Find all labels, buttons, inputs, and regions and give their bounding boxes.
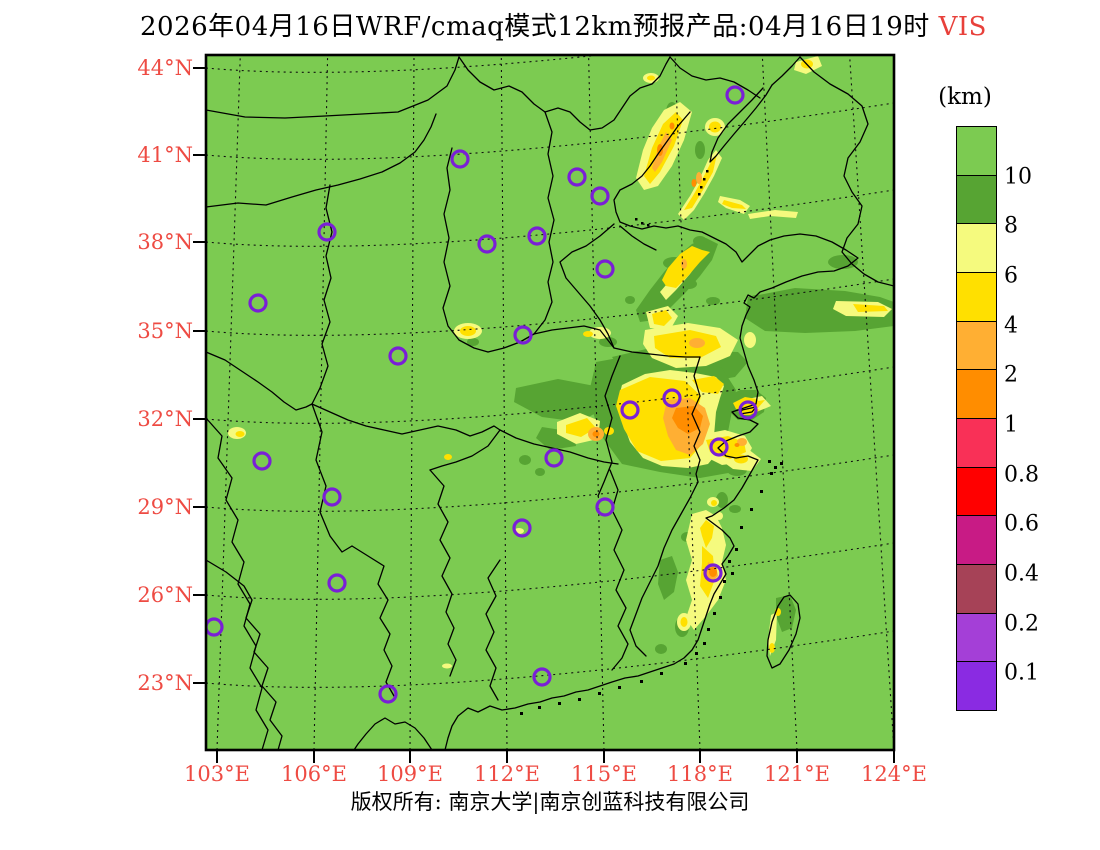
lon-label: 106°E	[281, 762, 347, 786]
city-marker	[595, 259, 615, 279]
colorbar-tick-label: 1	[1004, 412, 1018, 438]
colorbar-tick-label: 2	[1004, 362, 1018, 388]
colorbar-segment	[956, 563, 997, 614]
colorbar-segment	[956, 466, 997, 517]
colorbar-segment	[956, 515, 997, 565]
vis-4-6-patches	[235, 59, 888, 653]
colorbar-tick-label: 0.2	[1004, 611, 1039, 637]
lon-label: 109°E	[377, 762, 443, 786]
colorbar-tick-label: 0.4	[1004, 561, 1039, 587]
colorbar	[956, 126, 997, 711]
lon-label: 124°E	[861, 762, 927, 786]
colorbar-segment	[956, 126, 997, 176]
axis-ticks	[193, 67, 895, 763]
city-markers	[206, 85, 758, 704]
lat-label: 32°N	[137, 407, 193, 431]
lon-label: 112°E	[474, 762, 540, 786]
colorbar-tick-label: 6	[1004, 263, 1018, 289]
city-marker	[322, 487, 342, 507]
lon-label: 115°E	[571, 762, 637, 786]
city-marker	[738, 400, 758, 420]
city-marker	[317, 222, 337, 242]
title-text: 2026年04月16日WRF/cmaq模式12km预报产品:04月16日19时	[140, 12, 930, 42]
lat-label: 29°N	[137, 495, 193, 519]
city-marker	[620, 400, 640, 420]
city-marker	[703, 563, 723, 583]
colorbar-segment	[956, 320, 997, 371]
lat-label: 35°N	[137, 319, 193, 343]
city-marker	[206, 617, 224, 637]
city-marker	[590, 186, 610, 206]
colorbar-segment	[956, 661, 997, 711]
city-marker	[709, 437, 729, 457]
city-marker	[725, 85, 745, 105]
colorbar-segment	[956, 612, 997, 663]
city-marker	[567, 167, 587, 187]
page-title: 2026年04月16日WRF/cmaq模式12km预报产品:04月16日19时 …	[140, 6, 986, 43]
lat-label: 38°N	[137, 230, 193, 254]
colorbar-segment	[956, 271, 997, 322]
lat-label: 23°N	[137, 671, 193, 695]
city-marker	[450, 149, 470, 169]
colorbar-tick-label: 4	[1004, 313, 1018, 339]
city-marker	[477, 234, 497, 254]
colorbar-tick-label: 10	[1004, 164, 1032, 190]
lat-label: 41°N	[137, 143, 193, 167]
city-marker	[388, 346, 408, 366]
city-marker	[662, 388, 682, 408]
vis-1-2-patches	[592, 122, 740, 577]
map-frame	[204, 53, 896, 752]
city-marker	[248, 293, 268, 313]
boundary-lines	[206, 56, 894, 750]
lat-label: 44°N	[137, 56, 193, 80]
lat-label: 26°N	[137, 583, 193, 607]
colorbar-segment	[956, 417, 997, 468]
graticule	[206, 55, 894, 750]
lon-label: 118°E	[667, 762, 733, 786]
city-marker	[378, 684, 398, 704]
city-marker	[512, 518, 532, 538]
islet-dots	[520, 170, 783, 715]
colorbar-segment	[956, 223, 997, 273]
city-marker	[252, 451, 272, 471]
city-marker	[532, 667, 552, 687]
lon-label: 121°E	[764, 762, 830, 786]
city-marker	[544, 448, 564, 468]
colorbar-segment	[956, 369, 997, 419]
colorbar-unit-label: (km)	[938, 84, 992, 110]
title-variable-label: VIS	[938, 12, 987, 42]
city-marker	[527, 226, 547, 246]
colorbar-tick-label: 0.1	[1004, 660, 1039, 686]
copyright-line: 版权所有: 南京大学|南京创蓝科技有限公司	[350, 790, 750, 814]
colorbar-tick-label: 0.6	[1004, 511, 1039, 537]
city-marker	[595, 497, 615, 517]
city-marker	[327, 573, 347, 593]
colorbar-tick-label: 8	[1004, 213, 1018, 239]
colorbar-segment	[956, 174, 997, 225]
city-marker	[513, 325, 533, 345]
colorbar-tick-label: 0.8	[1004, 462, 1039, 488]
lon-label: 103°E	[184, 762, 250, 786]
